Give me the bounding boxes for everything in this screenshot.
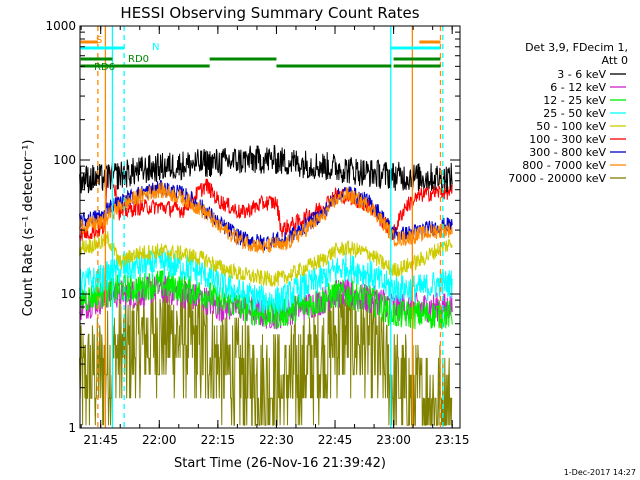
series-line-50-100-kev <box>79 231 453 287</box>
y-tick-label: 1000 <box>45 19 76 33</box>
series-line-12-25-kev <box>79 270 453 330</box>
series-layer <box>79 144 453 426</box>
legend-entry-label: 25 - 50 keV <box>543 107 606 120</box>
vertical-markers <box>97 26 444 428</box>
legend-entry-label: 800 - 7000 keV <box>522 159 606 172</box>
legend-entry-label: 50 - 100 keV <box>536 120 606 133</box>
y-tick-label: 10 <box>61 287 76 301</box>
y-tick-label: 100 <box>53 153 76 167</box>
x-tick-label: 23:15 <box>435 433 470 447</box>
x-tick-label: 22:45 <box>318 433 353 447</box>
legend-title-line: Att 0 <box>602 54 628 67</box>
x-tick-label: 22:00 <box>142 433 177 447</box>
x-tick-label: 21:45 <box>83 433 118 447</box>
legend-entry-label: 300 - 800 keV <box>529 146 606 159</box>
x-tick-label: 23:00 <box>376 433 411 447</box>
flag-label-1: N <box>152 42 159 53</box>
legend-entry-label: 100 - 300 keV <box>529 133 606 146</box>
legend-title-line: Det 3,9, FDecim 1, <box>525 41 628 54</box>
series-line-800-7000-kev <box>79 181 453 254</box>
flag-label-3: RD6 <box>94 62 115 73</box>
y-axis-label: Count Rate (s⁻¹ detector⁻¹) <box>21 140 36 317</box>
x-tick-label: 22:15 <box>201 433 236 447</box>
series-line-7000-20000-kev <box>79 277 453 426</box>
legend-entry-label: 7000 - 20000 keV <box>508 172 606 185</box>
legend-entry-label: 3 - 6 keV <box>557 68 606 81</box>
axes: 1 10 100 1000 21:45 22:00 22:15 22:30 22:45 23:00… <box>45 19 469 447</box>
chart-title: HESSI Observing Summary Count Rates <box>120 4 419 22</box>
series-line-3-6-kev <box>79 144 453 194</box>
flag-label-0: S <box>96 35 102 46</box>
legend-entry-label: 12 - 25 keV <box>543 94 606 107</box>
plot-frame <box>79 25 461 429</box>
legend-entry-label: 6 - 12 keV <box>550 81 606 94</box>
x-axis-label: Start Time (26-Nov-16 21:39:42) <box>174 456 386 471</box>
timestamp-stamp: 1-Dec-2017 14:27 <box>564 468 636 477</box>
y-tick-label: 1 <box>68 421 76 435</box>
x-tick-label: 22:30 <box>259 433 294 447</box>
flag-label-2: RD0 <box>128 54 149 65</box>
